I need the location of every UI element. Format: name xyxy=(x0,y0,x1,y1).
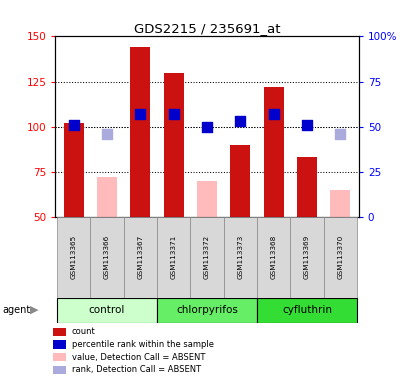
Text: GSM113367: GSM113367 xyxy=(137,235,143,280)
Text: cyfluthrin: cyfluthrin xyxy=(281,305,331,315)
Text: rank, Detection Call = ABSENT: rank, Detection Call = ABSENT xyxy=(72,365,200,374)
Text: GSM113369: GSM113369 xyxy=(303,235,309,280)
Bar xyxy=(124,217,157,298)
Point xyxy=(103,131,110,137)
Title: GDS2215 / 235691_at: GDS2215 / 235691_at xyxy=(133,22,280,35)
Point xyxy=(170,111,177,117)
Text: GSM113372: GSM113372 xyxy=(204,235,209,280)
Text: ▶: ▶ xyxy=(29,305,38,315)
Bar xyxy=(190,217,223,298)
Bar xyxy=(90,217,124,298)
Bar xyxy=(256,298,356,323)
Bar xyxy=(263,87,283,217)
Bar xyxy=(223,217,256,298)
Bar xyxy=(230,145,250,217)
Text: GSM113370: GSM113370 xyxy=(337,235,343,280)
Point xyxy=(303,122,310,128)
Text: GSM113365: GSM113365 xyxy=(70,235,76,280)
Bar xyxy=(163,73,183,217)
Point xyxy=(137,111,143,117)
Bar xyxy=(57,298,157,323)
Bar xyxy=(330,190,350,217)
Point xyxy=(70,122,77,128)
Bar xyxy=(57,217,90,298)
Bar xyxy=(256,217,290,298)
Bar xyxy=(157,298,256,323)
Text: control: control xyxy=(89,305,125,315)
Bar xyxy=(297,157,316,217)
Bar xyxy=(130,47,150,217)
Text: percentile rank within the sample: percentile rank within the sample xyxy=(72,340,213,349)
Text: GSM113371: GSM113371 xyxy=(170,235,176,280)
Bar xyxy=(97,177,117,217)
Text: value, Detection Call = ABSENT: value, Detection Call = ABSENT xyxy=(72,353,204,362)
Bar xyxy=(157,217,190,298)
Bar xyxy=(63,123,83,217)
Point xyxy=(203,124,210,130)
Point xyxy=(336,131,343,137)
Text: GSM113373: GSM113373 xyxy=(237,235,243,280)
Bar xyxy=(197,181,216,217)
Text: GSM113366: GSM113366 xyxy=(104,235,110,280)
Point xyxy=(236,118,243,124)
Bar xyxy=(323,217,356,298)
Bar xyxy=(290,217,323,298)
Text: GSM113368: GSM113368 xyxy=(270,235,276,280)
Text: count: count xyxy=(72,327,95,336)
Text: chlorpyrifos: chlorpyrifos xyxy=(176,305,237,315)
Text: agent: agent xyxy=(2,305,30,315)
Point xyxy=(270,111,276,117)
